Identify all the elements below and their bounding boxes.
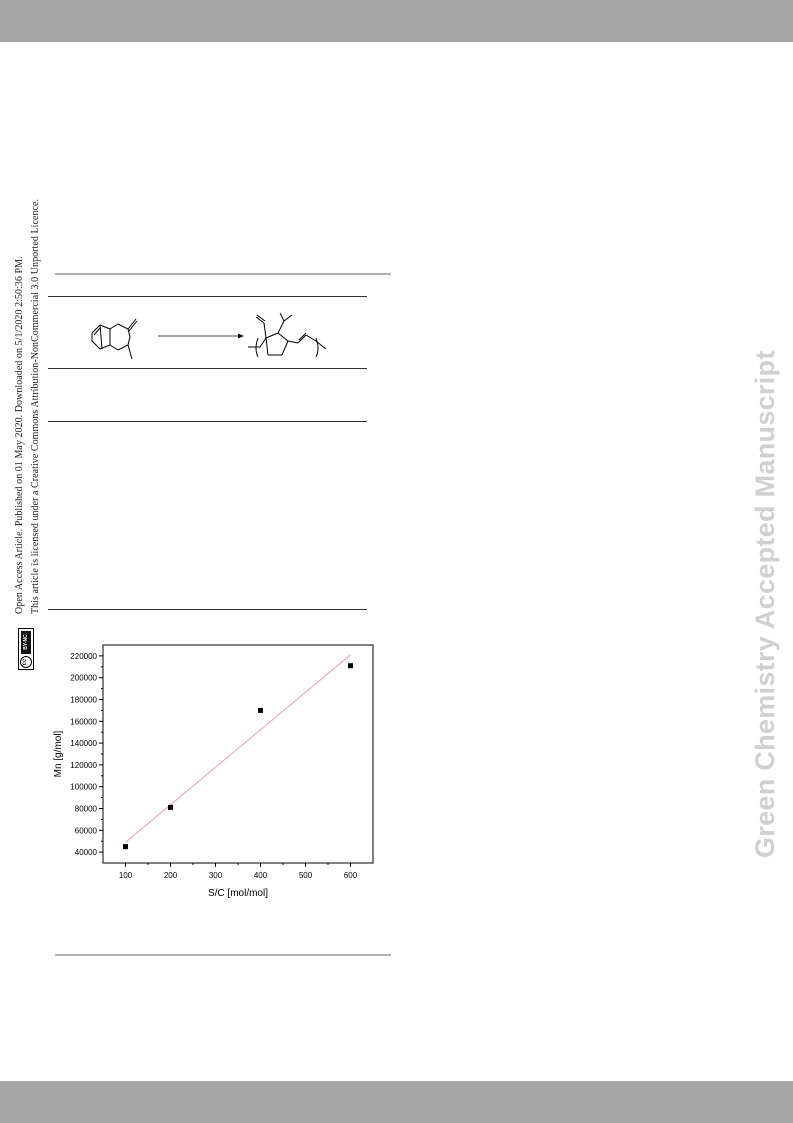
top-gray-bar <box>0 0 793 42</box>
polymer-structure <box>248 312 327 358</box>
y-tick-label: 180000 <box>70 696 97 705</box>
y-tick-label: 120000 <box>70 761 97 770</box>
data-point <box>258 707 263 713</box>
y-tick-label: 40000 <box>75 848 98 857</box>
figure-separator-rule <box>48 609 367 610</box>
table-top-rule <box>48 296 367 297</box>
license-line-1: Open Access Article. Published on 01 May… <box>14 256 25 614</box>
x-axis-label: S/C [mol/mol] <box>208 888 268 899</box>
data-point <box>123 844 128 850</box>
y-tick-label: 220000 <box>70 652 97 661</box>
mn-vs-sc-chart: 100 200 300 400 500 600 40000 60000 80000 100000… <box>53 644 374 899</box>
data-points <box>123 663 353 850</box>
cc-icon: cc <box>20 656 32 668</box>
figure-top-rule <box>55 273 391 275</box>
accepted-manuscript-watermark: Green Chemistry Accepted Manuscript <box>750 350 780 858</box>
table-mid-rule <box>48 368 367 369</box>
cc-license-badge[interactable]: BY-NC cc <box>18 628 34 670</box>
x-tick-label: 500 <box>299 871 313 880</box>
table-bottom-rule <box>48 421 367 422</box>
monomer-structure <box>91 318 138 360</box>
y-tick-label: 200000 <box>70 674 97 683</box>
data-point <box>168 804 173 810</box>
x-tick-label: 400 <box>254 871 268 880</box>
y-tick-label: 100000 <box>70 783 97 792</box>
reaction-scheme <box>91 312 327 360</box>
linear-fit-line <box>125 654 351 843</box>
x-tick-label: 600 <box>344 871 358 880</box>
x-tick-label: 100 <box>119 871 133 880</box>
y-tick-label: 60000 <box>75 826 98 835</box>
by-nc-label: BY-NC <box>21 631 31 654</box>
bottom-gray-bar <box>0 1081 793 1123</box>
data-point <box>348 663 353 669</box>
x-tick-label: 300 <box>209 871 223 880</box>
y-axis-label: Mn [g/mol] <box>53 730 64 777</box>
plot-frame <box>102 644 374 864</box>
y-axis-ticks: 40000 60000 80000 100000 120000 140000 160000 1… <box>70 652 103 857</box>
x-tick-label: 200 <box>164 871 178 880</box>
y-tick-label: 140000 <box>70 739 97 748</box>
reaction-arrow <box>158 333 244 339</box>
license-line-2: This article is licensed under a Creativ… <box>30 198 41 614</box>
y-tick-label: 80000 <box>75 805 98 814</box>
figure-bottom-rule <box>55 954 391 956</box>
y-tick-label: 160000 <box>70 717 97 726</box>
x-axis-ticks: 100 200 300 400 500 600 <box>119 863 358 880</box>
